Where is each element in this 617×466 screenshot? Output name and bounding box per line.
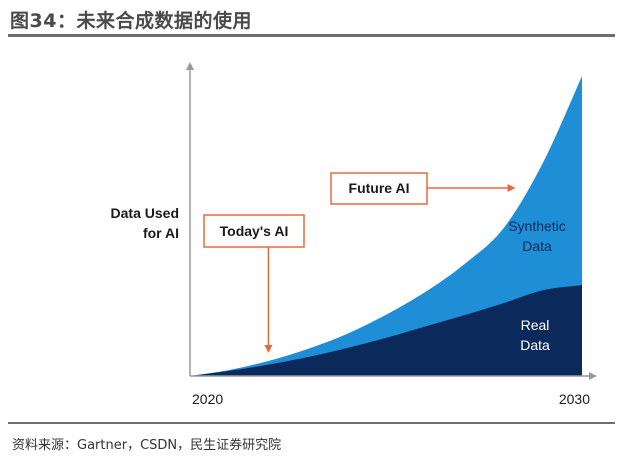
bottom-divider bbox=[8, 422, 615, 424]
source-note: 资料来源：Gartner，CSDN，民生证券研究院 bbox=[12, 438, 282, 453]
axes bbox=[186, 62, 597, 380]
annotation-arrowhead-future-ai bbox=[507, 184, 516, 192]
title-divider bbox=[8, 34, 615, 37]
annotations: Today's AI Future AI bbox=[203, 172, 516, 353]
y-axis-label-line: Data Used bbox=[111, 205, 179, 221]
chart-panel: Data Used for AI 2020 2030 Real Data Synthet… bbox=[97, 60, 607, 412]
series-labels: Real Data Synthetic Data bbox=[508, 218, 566, 353]
y-axis-label-line: for AI bbox=[143, 225, 179, 241]
area-layer bbox=[190, 76, 582, 376]
annotation-label-future-ai: Future AI bbox=[349, 180, 410, 196]
series-area-real-data bbox=[190, 285, 582, 376]
x-tick-labels: 2020 2030 bbox=[192, 391, 590, 407]
series-label-real-data: Data bbox=[520, 337, 550, 353]
x-tick-label: 2020 bbox=[192, 391, 223, 407]
figure-title: 图34：未来合成数据的使用 bbox=[10, 10, 252, 32]
series-area-synthetic-data bbox=[190, 76, 582, 376]
annotation-box-todays-ai bbox=[203, 214, 305, 248]
series-label-synthetic-data: Synthetic bbox=[508, 218, 566, 234]
area-chart: Data Used for AI 2020 2030 Real Data Synthet… bbox=[111, 62, 597, 407]
annotation-arrowhead-todays-ai bbox=[264, 345, 273, 353]
series-label-real-data: Real bbox=[521, 317, 550, 333]
y-axis-label: Data Used for AI bbox=[111, 205, 179, 241]
series-label-synthetic-data: Data bbox=[522, 238, 552, 254]
y-axis-arrowhead bbox=[186, 62, 194, 70]
x-axis-arrowhead bbox=[589, 372, 597, 380]
x-tick-label: 2030 bbox=[559, 391, 590, 407]
annotation-label-todays-ai: Today's AI bbox=[220, 223, 289, 239]
